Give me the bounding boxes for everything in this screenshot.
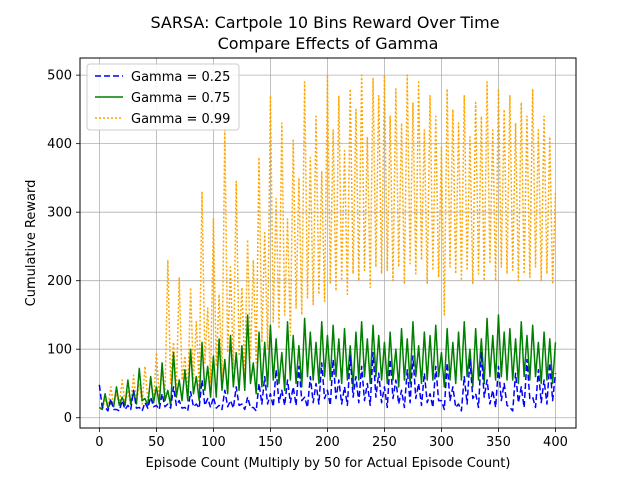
plot-frame <box>79 57 577 429</box>
y-tick-label: 300 <box>47 206 72 221</box>
series-line-gamma-099 <box>98 74 557 411</box>
legend-label-gamma-099: Gamma = 0.99 <box>131 112 230 127</box>
legend: Gamma = 0.25 Gamma = 0.75 Gamma = 0.99 <box>86 63 240 131</box>
series-line-gamma-025 <box>98 351 557 412</box>
x-tick-label: 350 <box>486 435 511 450</box>
y-axis-label: Cumulative Reward <box>24 180 39 307</box>
series-line-gamma-075 <box>98 314 557 411</box>
x-tick-label: 250 <box>372 435 397 450</box>
x-tick-label: 0 <box>95 435 103 450</box>
x-tick-label: 150 <box>258 435 283 450</box>
legend-label-gamma-025: Gamma = 0.25 <box>131 70 230 85</box>
y-tick-label: 200 <box>47 274 72 289</box>
chart-subtitle: Compare Effects of Gamma <box>218 34 439 53</box>
y-tick-label: 400 <box>47 137 72 152</box>
x-tick-label: 50 <box>148 435 165 450</box>
x-tick-label: 300 <box>429 435 454 450</box>
x-tick-label: 100 <box>201 435 226 450</box>
legend-box <box>86 63 240 131</box>
ticks: 0 50 100 150 200 250 300 350 400 0 100 200 300 400 500 <box>47 69 568 450</box>
y-tick-label: 100 <box>47 343 72 358</box>
y-tick-label: 0 <box>64 411 72 426</box>
x-tick-label: 200 <box>315 435 340 450</box>
x-tick-label: 400 <box>543 435 568 450</box>
x-axis-label: Episode Count (Multiply by 50 for Actual… <box>146 456 511 471</box>
legend-label-gamma-075: Gamma = 0.75 <box>131 91 230 106</box>
series-layer <box>98 74 557 412</box>
y-tick-label: 500 <box>47 69 72 84</box>
chart-title: SARSA: Cartpole 10 Bins Reward Over Time <box>150 13 499 32</box>
